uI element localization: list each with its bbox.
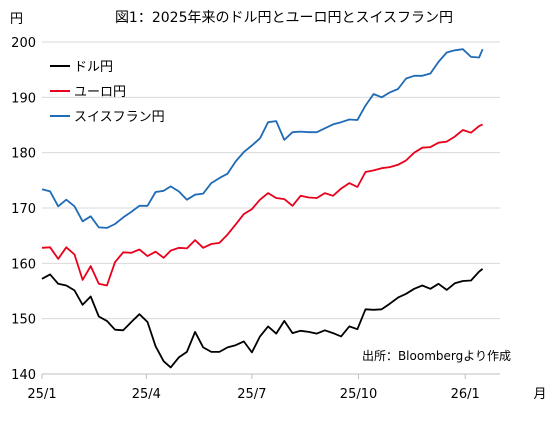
y-tick-label: 140: [11, 368, 36, 383]
x-unit-label: 月: [533, 387, 546, 402]
x-tick-label: 25/7: [237, 387, 266, 402]
chart-title: 図1：2025年来のドル円とユーロ円とスイスフラン円: [115, 10, 453, 26]
legend-label: ドル円: [74, 60, 113, 75]
series-line: [41, 48, 484, 229]
x-tick-label: 26/1: [451, 387, 480, 402]
legend-label: ユーロ円: [74, 85, 126, 100]
x-axis-ticks: 25/1 25/4 25/7 25/10 26/1: [27, 374, 480, 402]
x-tick-label: 25/1: [27, 387, 56, 402]
source-note: 出所：Bloombergより作成: [362, 349, 511, 363]
y-tick-label: 180: [11, 147, 36, 162]
y-tick-label: 190: [11, 91, 36, 106]
y-axis-ticks: 140 150 160 170 180 190 200: [11, 36, 36, 383]
y-tick-label: 160: [11, 257, 36, 272]
series-lines: [41, 48, 484, 369]
x-tick-label: 25/10: [340, 387, 377, 402]
series-line: [41, 268, 484, 369]
legend-label: スイスフラン円: [74, 110, 165, 125]
y-tick-label: 200: [11, 36, 36, 51]
y-tick-label: 170: [11, 202, 36, 217]
y-tick-label: 150: [11, 313, 36, 328]
gridlines: [42, 41, 500, 375]
y-unit-label: 円: [10, 12, 23, 27]
x-tick-label: 25/4: [132, 387, 161, 402]
series-line: [41, 123, 483, 287]
